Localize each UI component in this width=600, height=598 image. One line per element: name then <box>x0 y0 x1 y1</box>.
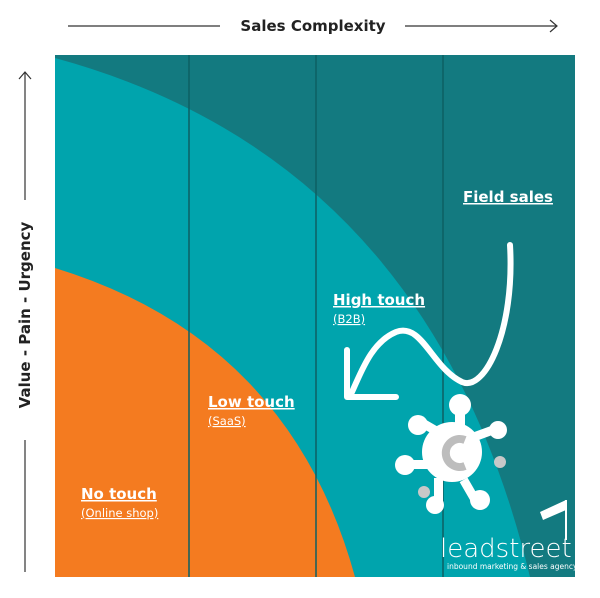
logo-name: leadstreet <box>440 534 572 564</box>
axis-arrow <box>18 71 32 80</box>
logo-mark <box>395 394 507 514</box>
segment-sublabel: (Online shop) <box>81 506 158 520</box>
segment-sublabel: (SaaS) <box>208 414 246 428</box>
logo-tagline: inbound marketing & sales agency <box>447 562 578 571</box>
logo-c <box>441 435 467 471</box>
segment-label: No touch <box>81 485 157 503</box>
x-axis-title: Sales Complexity <box>240 17 385 35</box>
region-orange <box>55 268 355 577</box>
arrow-head <box>344 347 399 400</box>
y-axis-title: Value - Pain - Urgency <box>16 221 34 408</box>
segment-label: Low touch <box>208 393 295 411</box>
segment-sublabel: (B2B) <box>333 312 365 326</box>
arrow <box>349 242 514 395</box>
segment-label: High touch <box>333 291 425 309</box>
axis-arrow <box>549 19 558 33</box>
segment-label: Field sales <box>463 188 553 206</box>
logo-dot <box>418 486 430 498</box>
windsock <box>540 500 567 540</box>
logo-dot <box>494 456 506 468</box>
